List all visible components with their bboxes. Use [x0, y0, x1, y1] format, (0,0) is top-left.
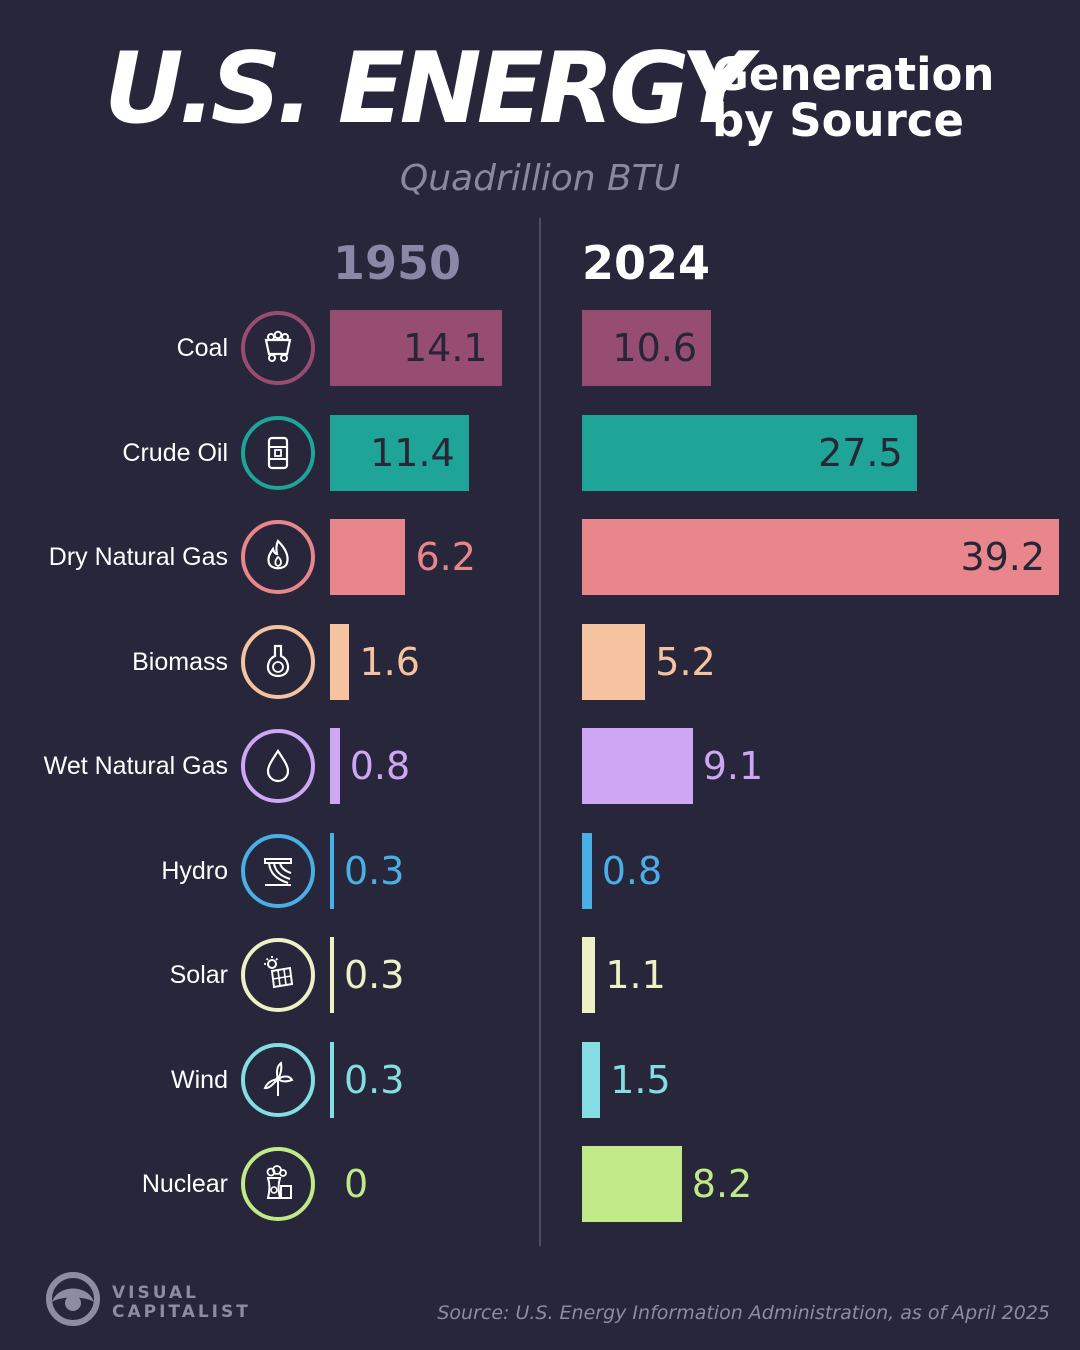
category-label: Biomass: [132, 647, 228, 676]
year-divider: [539, 218, 541, 1246]
bar-1950-dry-natural-gas: [330, 519, 406, 595]
visual-capitalist-logo-icon: [46, 1272, 100, 1326]
value-label-1950: 0.3: [344, 848, 405, 893]
value-label-1950: 0.3: [344, 1057, 405, 1102]
value-label-2024: 10.6: [612, 326, 697, 370]
bar-1950-biomass: [330, 623, 350, 700]
bar-1950-solar: [330, 937, 334, 1013]
value-label-2024: 9.1: [702, 744, 764, 788]
bar-2024-nuclear: [582, 1146, 682, 1222]
bar-2024-dry-natural-gas: [582, 519, 1060, 595]
bar-2024-biomass: [582, 623, 646, 700]
value-label-1950: 14.1: [402, 326, 488, 370]
nuclear-plant-icon: [240, 1146, 316, 1222]
year-header-2024: 2024: [582, 236, 711, 290]
category-label: Crude Oil: [122, 438, 228, 467]
bar-1950-wet-natural-gas: [330, 728, 340, 804]
value-label-2024: 39.2: [960, 535, 1046, 579]
dam-icon: [240, 833, 316, 909]
category-label: Wind: [171, 1065, 228, 1094]
title-side-line1: Generation: [712, 48, 995, 101]
bar-1950-wind: [330, 1041, 334, 1118]
value-label-2024: 0.8: [601, 848, 663, 893]
value-label-1950: 0: [344, 1162, 369, 1206]
category-label: Hydro: [161, 856, 228, 885]
value-label-1950: 0.3: [344, 953, 405, 997]
value-label-1950: 1.6: [359, 639, 420, 684]
bar-2024-crude-oil: [582, 414, 917, 491]
chart-subtitle: Quadrillion BTU: [399, 158, 681, 199]
flame-icon: [240, 519, 316, 595]
bar-1950-crude-oil: [330, 414, 469, 491]
category-label: Nuclear: [141, 1170, 228, 1198]
title-side: Generation by Source: [712, 52, 994, 144]
value-label-2024: 27.5: [818, 430, 903, 475]
category-label: Wet Natural Gas: [43, 752, 228, 780]
category-label: Solar: [169, 961, 228, 989]
value-label-2024: 1.5: [610, 1057, 671, 1102]
value-label-2024: 1.1: [605, 953, 666, 997]
bar-1950-coal: [330, 310, 502, 386]
bar-1950-hydro: [330, 832, 334, 909]
wind-turbine-icon: [240, 1042, 316, 1118]
value-label-2024: 8.2: [691, 1162, 753, 1206]
value-label-1950: 11.4: [370, 430, 455, 475]
logo-line1: VISUAL: [112, 1283, 199, 1303]
value-label-2024: 5.2: [655, 639, 716, 684]
value-label-1950: 0.8: [349, 744, 411, 788]
droplet-icon: [240, 728, 316, 804]
category-label: Dry Natural Gas: [48, 543, 228, 571]
bar-2024-wet-natural-gas: [582, 728, 693, 804]
title-main: U.S. ENERGY: [104, 32, 752, 146]
year-header-1950: 1950: [333, 236, 462, 290]
logo-line2: CAPITALIST: [112, 1302, 251, 1322]
oil-barrel-icon: [240, 415, 316, 491]
bar-2024-solar: [582, 937, 596, 1013]
bar-2024-wind: [582, 1041, 601, 1118]
value-label-1950: 6.2: [415, 535, 476, 579]
flask-icon: [240, 624, 316, 700]
bar-2024-coal: [582, 310, 711, 386]
source-note: Source: U.S. Energy Information Administ…: [437, 1302, 1050, 1324]
solar-panel-icon: [240, 937, 316, 1013]
bar-2024-hydro: [582, 832, 592, 909]
logo-text: VISUAL CAPITALIST: [112, 1284, 251, 1322]
title-side-line2: by Source: [712, 94, 964, 147]
coal-cart-icon: [240, 310, 316, 386]
category-label: Coal: [176, 334, 228, 362]
